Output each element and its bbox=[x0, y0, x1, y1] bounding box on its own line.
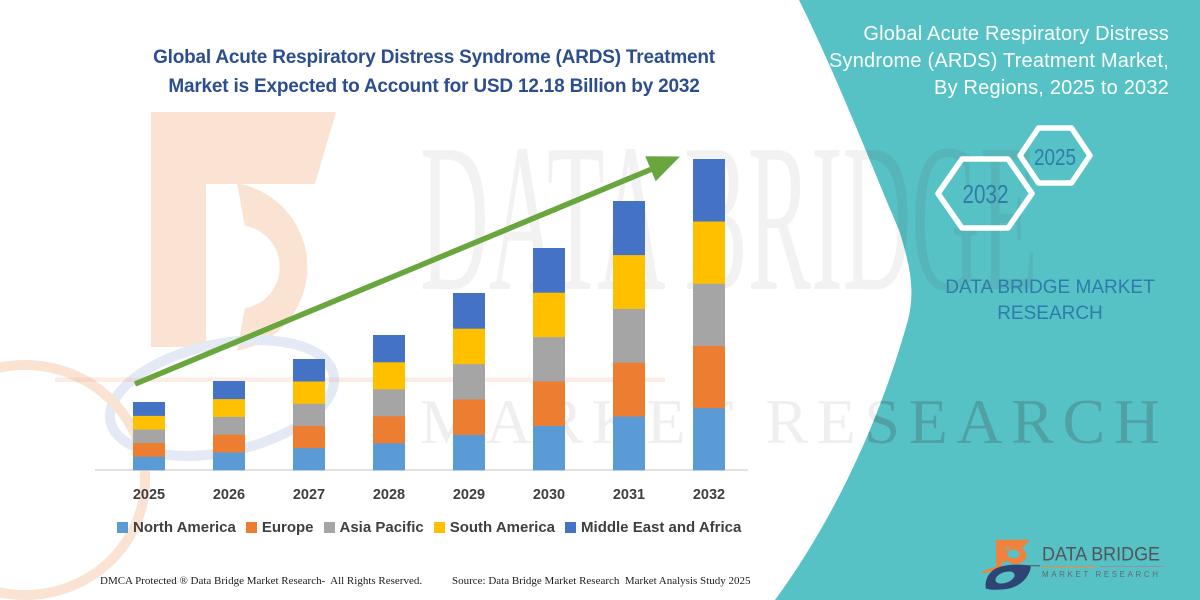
svg-text:DATA BRIDGE: DATA BRIDGE bbox=[420, 100, 1038, 335]
svg-text:2026: 2026 bbox=[213, 487, 245, 503]
svg-text:2032: 2032 bbox=[963, 179, 1009, 209]
svg-text:2032: 2032 bbox=[693, 487, 725, 503]
svg-text:DATA BRIDGE: DATA BRIDGE bbox=[1042, 545, 1160, 566]
svg-text:MARKET RESEARCH: MARKET RESEARCH bbox=[1042, 570, 1160, 579]
svg-text:2025: 2025 bbox=[133, 487, 165, 503]
svg-text:2031: 2031 bbox=[613, 487, 645, 503]
svg-text:2025: 2025 bbox=[1034, 144, 1076, 170]
svg-text:2028: 2028 bbox=[373, 487, 405, 503]
svg-text:2030: 2030 bbox=[533, 487, 565, 503]
svg-text:2027: 2027 bbox=[293, 487, 325, 503]
svg-text:2029: 2029 bbox=[453, 487, 485, 503]
